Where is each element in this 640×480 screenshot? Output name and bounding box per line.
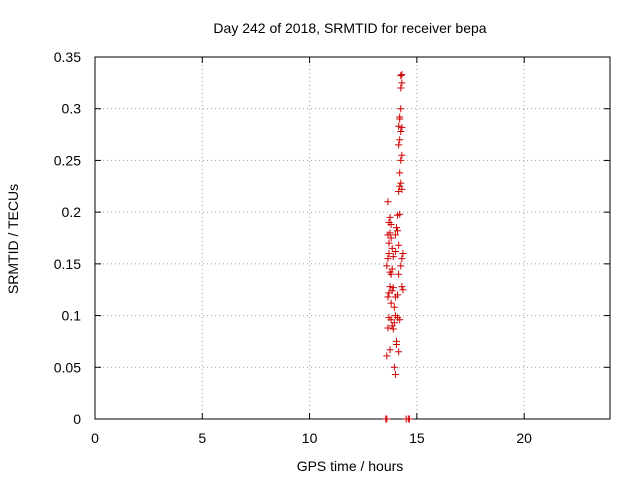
- data-point: [398, 283, 406, 291]
- data-point: [399, 286, 407, 294]
- data-point: [388, 265, 396, 273]
- y-tick-label: 0.05: [54, 359, 81, 375]
- data-point: [384, 255, 392, 263]
- data-point: [388, 244, 396, 252]
- x-tick-label: 15: [409, 430, 425, 446]
- data-point: [390, 319, 398, 327]
- data-point: [395, 122, 403, 130]
- data-point: [389, 253, 397, 261]
- data-point: [394, 227, 402, 235]
- data-point: [395, 241, 403, 249]
- data-point: [387, 234, 395, 242]
- data-point: [387, 221, 395, 229]
- y-tick-label: 0.3: [62, 101, 82, 117]
- y-tick-label: 0.1: [62, 308, 82, 324]
- y-tick-label: 0: [73, 411, 81, 427]
- data-point: [386, 283, 394, 291]
- y-tick-label: 0.15: [54, 256, 81, 272]
- data-point: [397, 127, 405, 135]
- data-point: [391, 231, 399, 239]
- data-point: [392, 224, 400, 232]
- data-point: [386, 346, 394, 354]
- data-point: [405, 415, 413, 423]
- data-point: [397, 105, 405, 113]
- data-point: [388, 287, 396, 295]
- data-point: [386, 213, 394, 221]
- data-point: [398, 255, 406, 263]
- data-point: [384, 198, 392, 206]
- chart-title: Day 242 of 2018, SRMTID for receiver bep…: [213, 20, 486, 36]
- data-point: [389, 284, 397, 292]
- grid-lines: [95, 57, 610, 419]
- data-point: [392, 341, 400, 349]
- data-point: [390, 363, 398, 371]
- x-axis-label: GPS time / hours: [297, 458, 404, 474]
- data-point: [398, 123, 406, 131]
- data-point: [394, 291, 402, 299]
- data-point: [387, 316, 395, 324]
- data-points: [382, 71, 413, 423]
- x-tick-label: 20: [516, 430, 532, 446]
- data-point: [396, 210, 404, 218]
- x-tick-label: 5: [198, 430, 206, 446]
- data-point: [384, 324, 392, 332]
- data-point: [391, 247, 399, 255]
- x-tick-label: 0: [91, 430, 99, 446]
- plot-frame: [94, 56, 611, 420]
- data-point: [383, 352, 391, 360]
- data-point: [383, 262, 391, 270]
- data-point: [399, 250, 407, 258]
- data-point: [390, 303, 398, 311]
- data-point: [384, 293, 392, 301]
- data-point: [385, 250, 393, 258]
- data-point: [385, 239, 393, 247]
- data-point: [396, 169, 404, 177]
- data-point: [389, 325, 397, 333]
- data-point: [383, 415, 391, 423]
- data-point: [398, 71, 406, 79]
- data-point: [397, 84, 405, 92]
- data-point: [398, 185, 406, 193]
- data-point: [391, 371, 399, 379]
- data-point: [395, 141, 403, 149]
- data-point: [398, 79, 406, 87]
- y-tick-label: 0.25: [54, 152, 81, 168]
- data-point: [387, 299, 395, 307]
- y-tick-label: 0.35: [54, 49, 81, 65]
- data-point: [395, 348, 403, 356]
- data-point: [387, 270, 395, 278]
- axis-ticks: 0 5 10 15 20 0 0.05 0.1 0.15 0.2 0.25 0.3 0.35: [54, 49, 610, 446]
- data-point: [395, 270, 403, 278]
- y-tick-label: 0.2: [62, 204, 82, 220]
- data-point: [397, 179, 405, 187]
- x-tick-label: 10: [302, 430, 318, 446]
- data-point: [398, 151, 406, 159]
- data-point: [397, 156, 405, 164]
- data-point: [396, 113, 404, 121]
- data-point: [386, 229, 394, 237]
- data-point: [396, 136, 404, 144]
- data-point: [397, 262, 405, 270]
- y-axis-label: SRMTID / TECUs: [5, 184, 21, 294]
- data-point: [397, 72, 405, 80]
- data-point: [396, 316, 404, 324]
